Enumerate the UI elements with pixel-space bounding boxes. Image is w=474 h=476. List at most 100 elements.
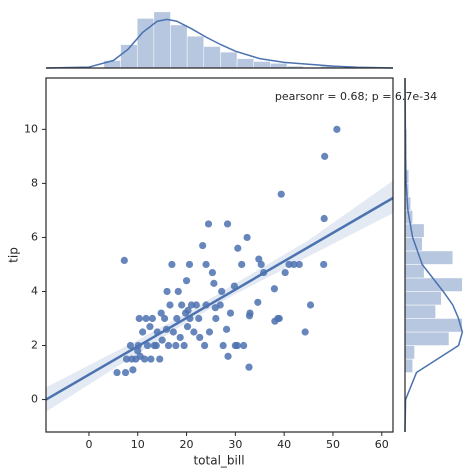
point (121, 368, 130, 377)
point (218, 287, 226, 296)
point (139, 328, 147, 336)
point (148, 314, 156, 323)
point (223, 220, 232, 228)
point (199, 241, 207, 250)
point (156, 355, 164, 363)
histogram-bar (404, 250, 454, 265)
plot-frame (45, 77, 394, 433)
point (147, 355, 155, 363)
x-tick-label: 20 (180, 438, 194, 451)
point (245, 312, 254, 320)
y-tick-label: 4 (31, 284, 38, 297)
histogram-bar (186, 35, 205, 69)
confidence-band (46, 180, 393, 412)
point (185, 260, 194, 269)
point (142, 314, 150, 323)
point (174, 287, 182, 296)
x-tick-label: 30 (228, 438, 242, 451)
point (240, 341, 248, 350)
point (173, 314, 181, 323)
point (295, 260, 303, 269)
point (135, 314, 143, 323)
point (245, 363, 253, 371)
point (180, 341, 188, 350)
y-tick-label: 2 (31, 339, 38, 352)
point (257, 260, 265, 269)
point (290, 260, 298, 269)
point (234, 244, 242, 252)
point (301, 328, 309, 336)
histogram-bar (253, 61, 271, 69)
x-axis-label: total_bill (193, 454, 244, 468)
point (187, 301, 196, 309)
histogram-bar (404, 304, 436, 319)
point (243, 233, 251, 242)
y-tick-label: 8 (31, 176, 38, 189)
histogram-bar (404, 223, 425, 238)
histogram-bar (236, 58, 254, 69)
point (128, 355, 136, 363)
point (129, 366, 137, 374)
point (210, 279, 218, 287)
point (201, 341, 209, 350)
point (172, 341, 180, 350)
point (158, 336, 166, 344)
point (134, 347, 142, 355)
kde-curve (404, 77, 464, 433)
point (113, 368, 121, 377)
x-tick-label: 40 (277, 438, 291, 451)
annotation: pearsonr = 0.68; p = 6.7e-34 (275, 90, 437, 103)
point (219, 341, 227, 350)
histogram-bar (203, 46, 221, 69)
point (163, 287, 171, 296)
x-tick-label: 10 (131, 438, 145, 451)
point (277, 190, 285, 198)
histogram-bar (220, 51, 238, 69)
y-tick-label: 6 (31, 230, 38, 243)
point (182, 277, 191, 285)
point (224, 352, 232, 360)
x-tick-label: 0 (85, 438, 92, 451)
point (166, 301, 174, 309)
histogram-bar (404, 331, 450, 346)
point (157, 309, 165, 317)
point (183, 323, 192, 331)
point (205, 328, 214, 336)
histogram-bar (404, 358, 413, 373)
point (320, 214, 328, 223)
regression-line (45, 196, 394, 401)
point (178, 301, 186, 309)
point (152, 341, 160, 350)
point (271, 317, 279, 325)
point (222, 325, 231, 333)
point (122, 355, 131, 363)
y-tick-label: 10 (24, 122, 38, 135)
histogram-bar (270, 63, 288, 69)
point (211, 304, 219, 312)
x-tick-label: 50 (326, 438, 340, 451)
y-tick-label: 0 (31, 393, 38, 406)
histogram-bar (170, 24, 188, 69)
histogram-bar (404, 264, 425, 279)
point (168, 260, 176, 269)
point (164, 341, 173, 350)
point (270, 285, 279, 293)
histogram-bar (404, 318, 463, 333)
point (208, 268, 217, 277)
point (169, 328, 177, 336)
kde-curve (45, 18, 394, 69)
point (190, 328, 198, 336)
point (126, 341, 135, 350)
point (320, 260, 328, 269)
point (233, 341, 241, 350)
point (333, 125, 341, 133)
point (143, 341, 152, 350)
point (226, 309, 235, 317)
point (306, 301, 315, 309)
point (181, 309, 190, 317)
histogram-bar (404, 345, 415, 360)
point (120, 256, 128, 265)
point (212, 314, 220, 323)
